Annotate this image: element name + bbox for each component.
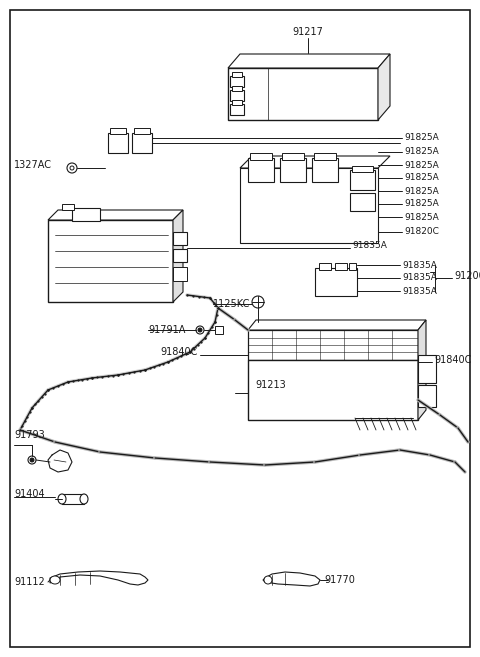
Bar	[240, 168, 378, 243]
Text: 91835A: 91835A	[402, 286, 437, 296]
Text: 91825A: 91825A	[404, 148, 439, 156]
Ellipse shape	[198, 328, 202, 332]
Bar	[232, 86, 242, 91]
Bar	[319, 263, 331, 270]
Text: 91825A: 91825A	[404, 160, 439, 170]
Bar	[418, 385, 436, 407]
Text: 91840C: 91840C	[161, 347, 198, 357]
Text: 91112: 91112	[14, 577, 45, 587]
Bar	[282, 153, 304, 160]
Text: 91825A: 91825A	[404, 212, 439, 221]
Text: 91825A: 91825A	[404, 133, 439, 143]
Text: 91835A: 91835A	[402, 273, 437, 283]
Polygon shape	[263, 572, 320, 586]
Text: 91793: 91793	[14, 430, 45, 440]
Ellipse shape	[264, 576, 272, 584]
Bar	[312, 158, 338, 182]
Bar	[230, 104, 244, 115]
Bar	[72, 208, 100, 221]
Polygon shape	[48, 210, 183, 220]
Bar	[232, 72, 242, 77]
Bar	[134, 128, 150, 134]
Text: 91825A: 91825A	[404, 187, 439, 196]
Text: 91820C: 91820C	[404, 227, 439, 237]
Ellipse shape	[50, 576, 60, 584]
Bar	[108, 133, 128, 153]
Polygon shape	[418, 320, 426, 420]
Text: 91835A: 91835A	[352, 242, 387, 250]
Bar	[173, 267, 187, 281]
Polygon shape	[240, 156, 390, 168]
Text: 91835A: 91835A	[402, 260, 437, 269]
Text: 91825A: 91825A	[404, 173, 439, 183]
Ellipse shape	[30, 458, 34, 462]
Bar	[132, 133, 152, 153]
Bar	[349, 263, 356, 270]
Ellipse shape	[196, 326, 204, 334]
Ellipse shape	[67, 163, 77, 173]
Ellipse shape	[70, 166, 74, 170]
Bar	[248, 158, 274, 182]
Polygon shape	[248, 320, 426, 330]
Ellipse shape	[58, 494, 66, 504]
Bar	[280, 158, 306, 182]
Bar	[62, 204, 74, 210]
Bar	[215, 326, 223, 334]
Bar	[350, 193, 375, 211]
Bar	[418, 355, 436, 383]
Bar	[314, 153, 336, 160]
Bar	[173, 232, 187, 245]
Bar	[248, 360, 418, 420]
Text: 91840C: 91840C	[434, 355, 471, 365]
Bar	[230, 90, 244, 101]
Text: 91770: 91770	[324, 575, 355, 585]
Text: 91825A: 91825A	[404, 200, 439, 208]
Text: 1125KC: 1125KC	[213, 299, 251, 309]
Ellipse shape	[28, 456, 36, 464]
Text: 91217: 91217	[293, 27, 324, 37]
Polygon shape	[50, 571, 148, 585]
Polygon shape	[173, 210, 183, 302]
Text: 91791A: 91791A	[148, 325, 185, 335]
Bar	[232, 100, 242, 105]
Bar	[173, 249, 187, 262]
Text: 1327AC: 1327AC	[14, 160, 52, 170]
Bar	[315, 268, 357, 296]
Bar	[250, 153, 272, 160]
Bar	[110, 128, 126, 134]
Bar	[48, 220, 173, 302]
Text: 91404: 91404	[14, 489, 45, 499]
Bar	[352, 166, 373, 172]
Polygon shape	[228, 54, 390, 68]
Ellipse shape	[80, 494, 88, 504]
Bar	[228, 68, 378, 120]
Bar	[335, 263, 347, 270]
Bar	[230, 76, 244, 87]
Polygon shape	[378, 54, 390, 120]
Bar	[350, 170, 375, 190]
Bar	[62, 494, 84, 504]
Text: 91213: 91213	[255, 380, 286, 390]
Bar	[248, 330, 418, 360]
Ellipse shape	[252, 296, 264, 308]
Text: 91200: 91200	[454, 271, 480, 281]
